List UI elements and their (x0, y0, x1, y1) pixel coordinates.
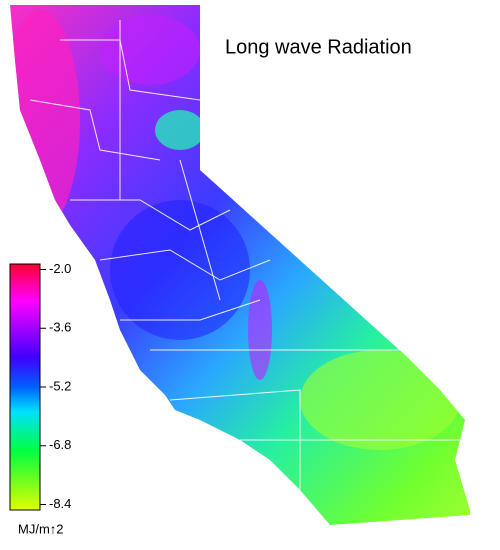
map-title: Long wave Radiation (225, 36, 412, 58)
colorbar-unit: MJ/m↑2 (18, 521, 64, 536)
colorbar: -2.0 -3.6 -5.2 -6.8 -8.4 (9, 261, 71, 511)
colorbar-ramp (9, 263, 41, 511)
colorbar-tick-label: -8.4 (49, 496, 71, 511)
colorbar-tick-label: -6.8 (49, 437, 71, 452)
colorbar-tick-label: -3.6 (49, 320, 71, 335)
colorbar-tick-label: -5.2 (49, 378, 71, 393)
colorbar-tick-label: -2.0 (49, 261, 71, 276)
